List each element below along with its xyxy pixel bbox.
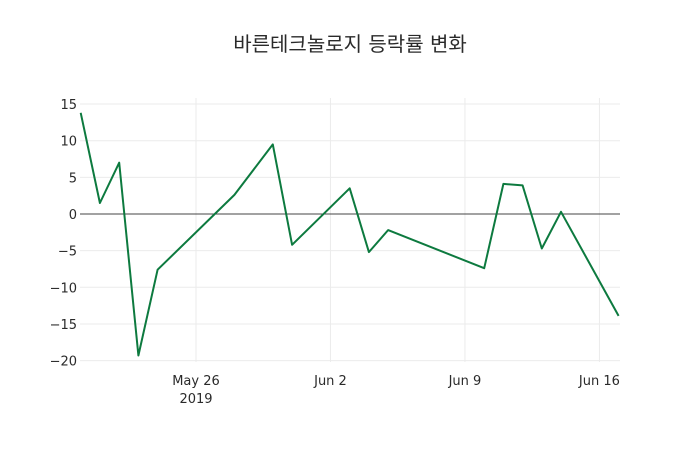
y-tick-label: 5 [69,171,77,186]
y-tick-label: 15 [60,98,77,113]
y-tick-label: 10 [60,135,77,150]
y-tick-label: −15 [50,318,77,333]
x-tick-label: Jun 2 [313,374,347,389]
x-tick-label: Jun 9 [448,374,482,389]
chart-title: 바른테크놀로지 등락률 변화 [233,32,467,56]
series-line [79,112,620,357]
x-tick-label: May 26 [172,374,220,389]
y-tick-label: 0 [69,208,77,223]
y-tick-label: −5 [58,245,77,260]
x-tick-label: Jun 16 [578,374,620,389]
y-tick-label: −20 [50,355,77,370]
y-tick-label: −10 [50,281,77,296]
x-tick-year: 2019 [179,392,212,407]
